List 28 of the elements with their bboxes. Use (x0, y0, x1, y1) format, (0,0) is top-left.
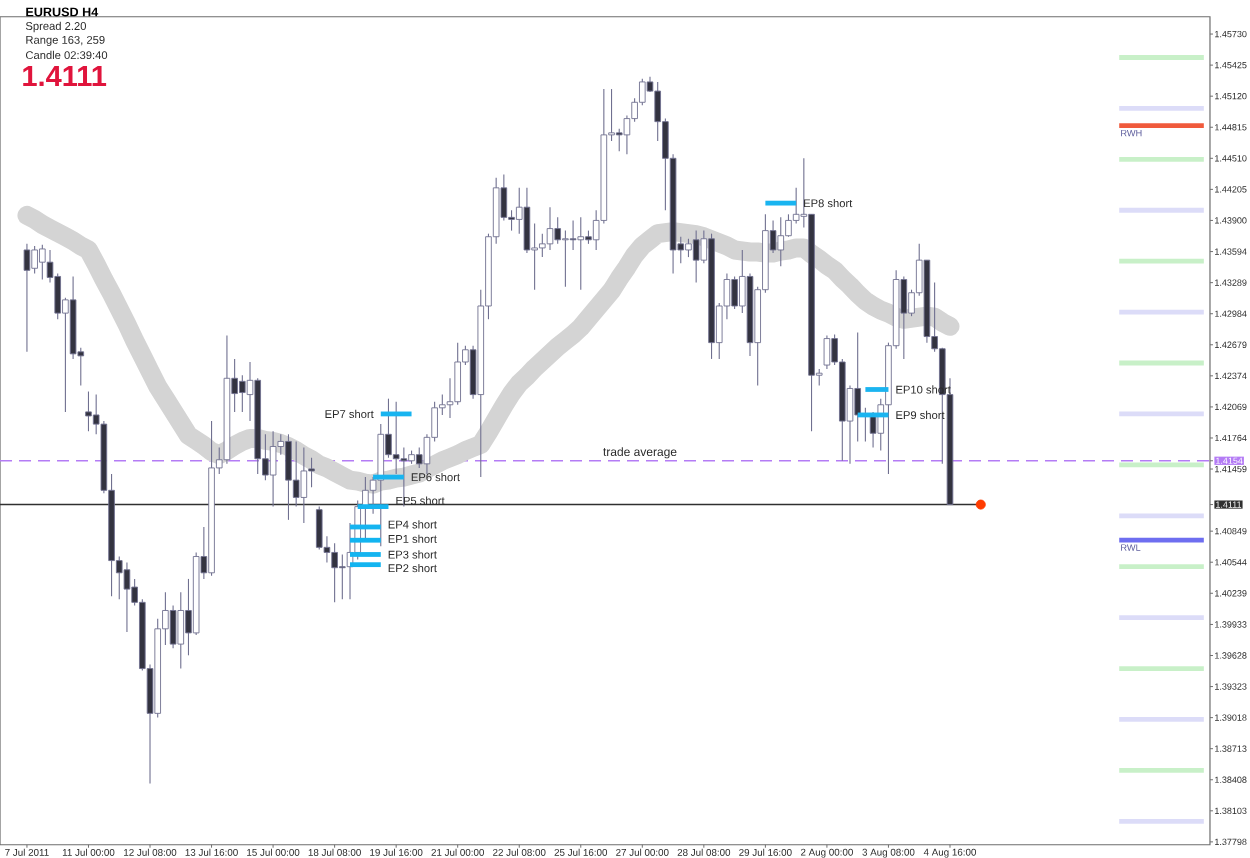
candlestick (569, 219, 577, 251)
candlestick (285, 433, 292, 521)
candlestick (331, 542, 338, 603)
candlestick (300, 446, 308, 524)
candlestick (546, 206, 554, 251)
candlestick (777, 216, 785, 267)
candlestick (177, 591, 185, 670)
candlestick (85, 390, 92, 432)
candlestick (169, 604, 177, 649)
candlestick (292, 440, 300, 508)
candlestick (731, 275, 738, 310)
candlestick (900, 275, 908, 360)
candlestick (523, 187, 531, 254)
candlestick (562, 230, 569, 288)
candlestick (854, 331, 861, 442)
candlestick (123, 562, 131, 633)
candlestick (377, 423, 385, 547)
candlestick (823, 334, 831, 370)
candlestick (692, 230, 700, 284)
annotation: 1.4111 (23, 66, 107, 86)
candlestick (685, 238, 692, 258)
candlestick (31, 245, 38, 274)
candlestick (23, 243, 31, 353)
candlestick (554, 216, 561, 245)
candlestick (269, 430, 277, 508)
candlestick (577, 216, 585, 291)
candlestick (239, 374, 246, 413)
candlestick (39, 244, 46, 281)
